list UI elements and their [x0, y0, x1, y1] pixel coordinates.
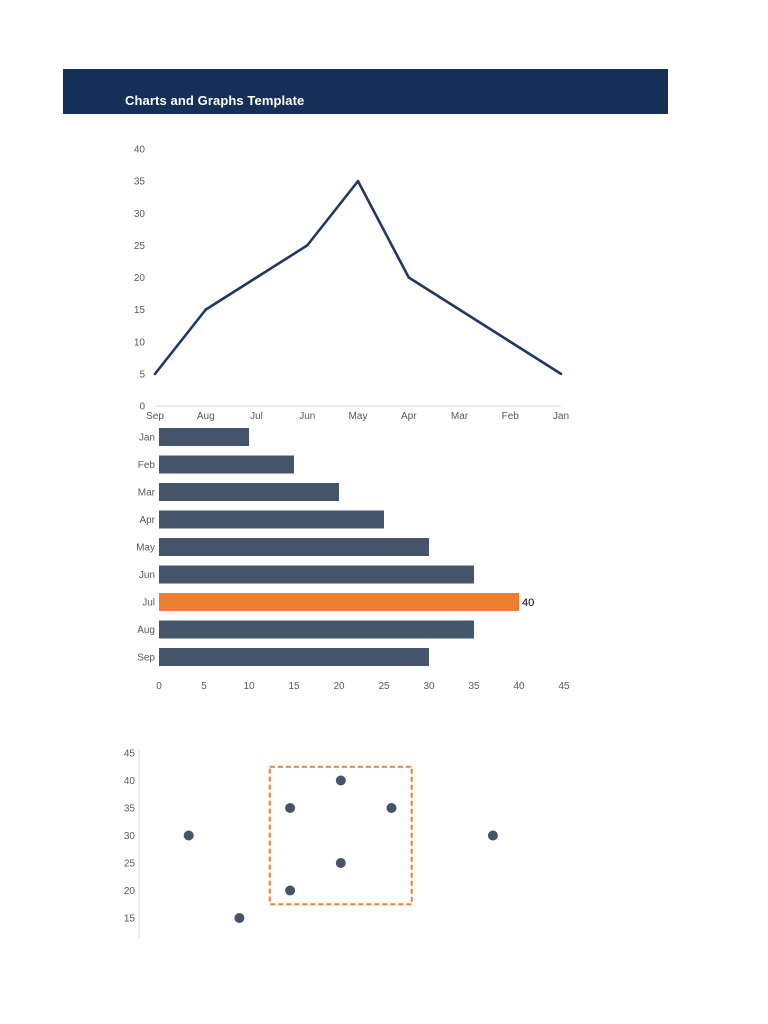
- line-chart: 0 5 10 15 20 25 30 35 40 Sep Aug Jul Jun May Apr Mar Feb…: [134, 145, 569, 423]
- line-point: [305, 244, 309, 247]
- scatter-point: [386, 803, 397, 813]
- bar-x-tick-label: 15: [288, 681, 300, 692]
- bar-category-label: Jun: [139, 570, 155, 581]
- line-y-tick-label: 20: [134, 273, 146, 284]
- bar: [159, 648, 429, 666]
- bar-x-tick-label: 30: [423, 681, 435, 692]
- scatter-y-tick-label: 15: [124, 914, 136, 925]
- bar: [159, 483, 339, 501]
- scatter-chart: 15 20 25 30 35 40 45: [124, 749, 498, 938]
- bar: [159, 565, 474, 584]
- bar-x-tick-label: 5: [201, 681, 207, 692]
- bar-chart: Jan Feb Mar Apr May Jun Jul 40 Aug Sep 0 5 10 15 20 25 3…: [136, 428, 570, 692]
- scatter-y-tick-label: 20: [124, 886, 136, 897]
- scatter-y-tick-label: 30: [124, 831, 136, 842]
- bar-x-tick-label: 35: [468, 681, 480, 692]
- bar-x-tick-label: 40: [513, 681, 525, 692]
- line-point: [508, 340, 512, 344]
- line-point: [559, 372, 563, 376]
- line-x-tick-label: Jun: [299, 411, 315, 422]
- scatter-y-tick-label: 40: [124, 776, 136, 787]
- line-x-tick-label: Aug: [197, 411, 215, 422]
- line-y-tick-label: 25: [134, 241, 146, 252]
- bar-category-label: Feb: [138, 460, 156, 471]
- bar: [159, 620, 474, 639]
- bar-category-label: Aug: [137, 625, 155, 636]
- line-y-tick-label: 35: [134, 177, 146, 188]
- line-x-tick-label: May: [349, 411, 368, 422]
- bar: [159, 510, 384, 529]
- line-point: [356, 179, 360, 183]
- bar: [159, 538, 429, 556]
- line-y-tick-label: 0: [139, 402, 145, 413]
- bar-category-label: May: [136, 543, 155, 554]
- bar-category-label: Sep: [137, 653, 155, 664]
- bar-x-tick-label: 20: [333, 681, 345, 692]
- line-point: [204, 308, 208, 311]
- scatter-point: [285, 803, 296, 813]
- scatter-point: [487, 830, 498, 841]
- page-title: Charts and Graphs Template: [125, 93, 305, 108]
- header-band: Charts and Graphs Template: [63, 69, 668, 114]
- line-x-tick-label: Apr: [401, 411, 417, 422]
- bar-x-tick-label: 25: [378, 681, 390, 692]
- scatter-y-tick-label: 25: [124, 859, 136, 870]
- bar-category-label: Jan: [139, 433, 155, 444]
- bar-category-label: Apr: [139, 515, 155, 526]
- scatter-point: [234, 913, 245, 923]
- line-point: [407, 276, 411, 279]
- scatter-point: [335, 775, 346, 786]
- bar: [159, 455, 294, 474]
- line-point: [458, 308, 461, 311]
- line-point: [153, 372, 157, 376]
- scatter-y-tick-label: 45: [124, 749, 136, 760]
- scatter-y-tick-label: 35: [124, 804, 136, 815]
- line-x-tick-label: Jul: [250, 411, 263, 422]
- scatter-point: [335, 858, 346, 868]
- line-x-tick-label: Sep: [146, 411, 164, 422]
- line-y-tick-label: 30: [134, 209, 146, 220]
- line-x-tick-label: Mar: [451, 411, 469, 422]
- bar: [159, 428, 249, 446]
- bar-x-tick-label: 10: [243, 681, 255, 692]
- line-x-tick-label: Jan: [553, 411, 569, 422]
- scatter-point: [183, 830, 194, 841]
- scatter-highlight-box: [268, 765, 413, 906]
- bar-data-label: 40: [522, 597, 534, 609]
- bar-x-tick-label: 45: [558, 681, 570, 692]
- line-y-tick-label: 5: [139, 369, 145, 380]
- scatter-point: [285, 885, 296, 896]
- line-x-tick-label: Feb: [502, 411, 520, 422]
- line-point: [255, 276, 258, 279]
- bar-category-label: Mar: [138, 488, 156, 499]
- bar-category-label: Jul: [142, 598, 155, 609]
- line-y-tick-label: 40: [134, 145, 146, 156]
- bar-x-tick-label: 0: [156, 681, 162, 692]
- line-y-tick-label: 15: [134, 305, 146, 316]
- bar: [159, 593, 519, 611]
- line-y-tick-label: 10: [134, 337, 146, 348]
- line-series: [153, 179, 562, 375]
